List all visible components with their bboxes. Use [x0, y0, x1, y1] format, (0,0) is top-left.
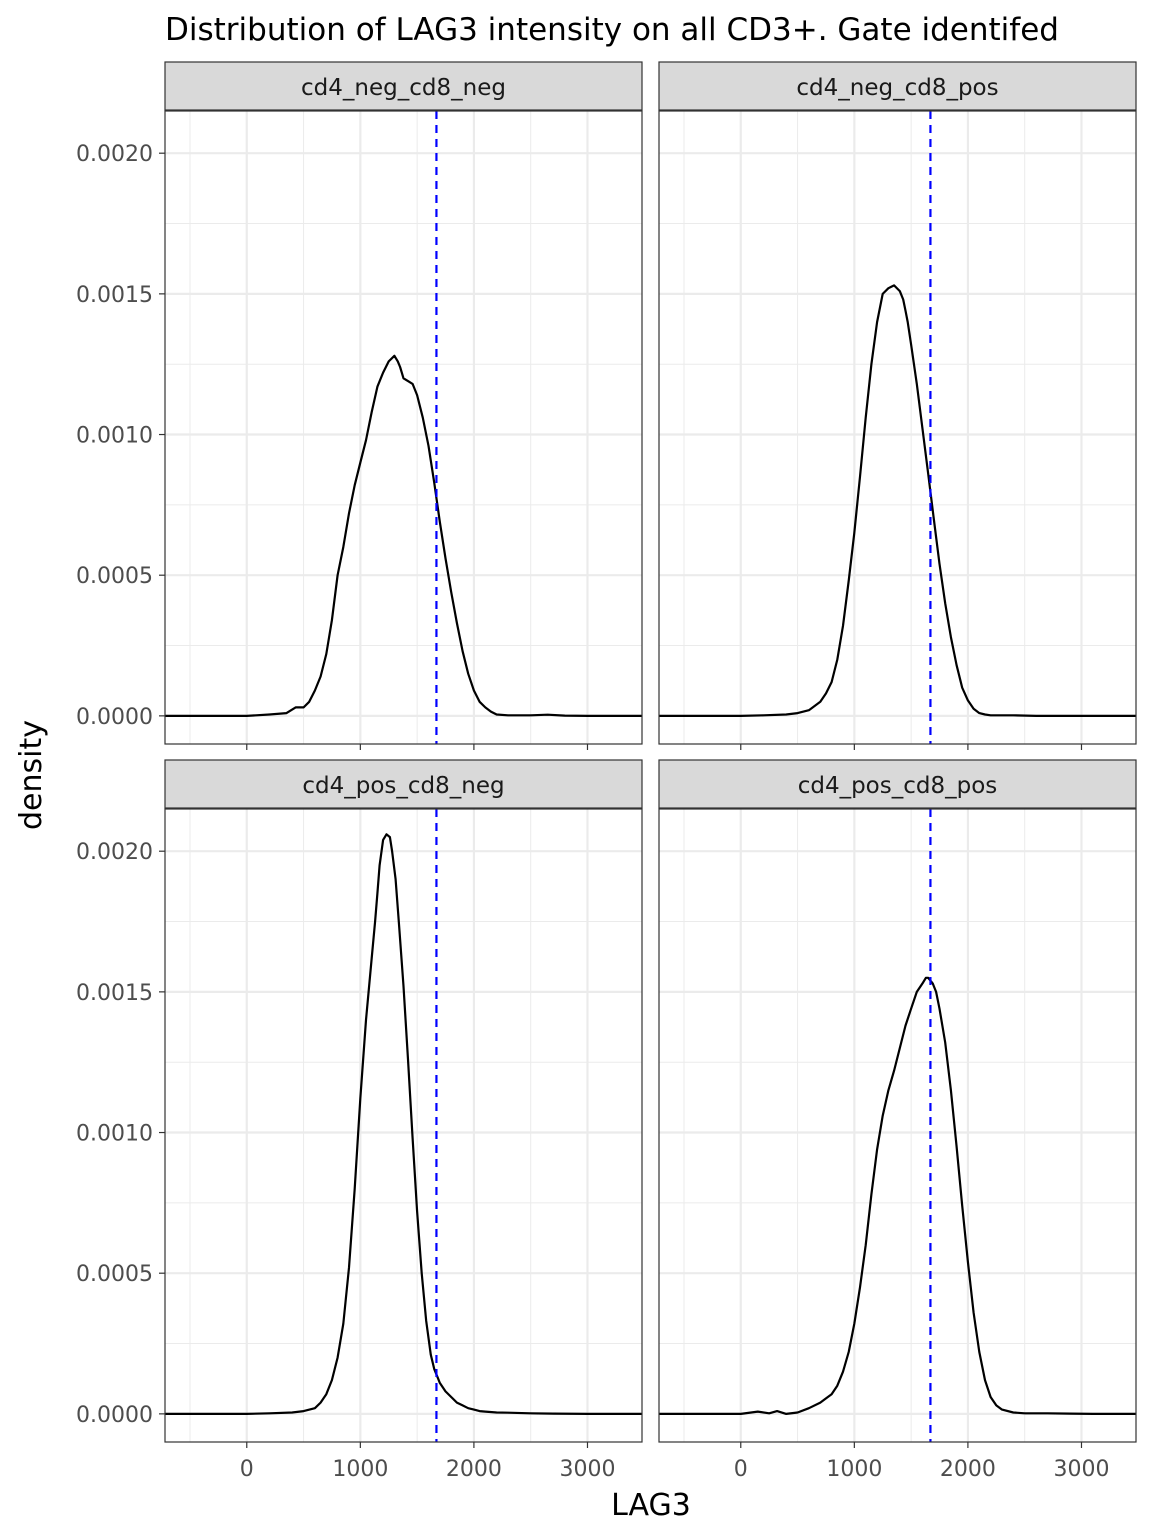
panel-background	[659, 809, 1136, 1442]
x-tick-label: 1000	[332, 1457, 388, 1482]
density-curve-cd4_neg_cd8_pos	[659, 284, 1136, 718]
x-tick-label: 2000	[446, 1457, 502, 1482]
panel-border	[658, 110, 1137, 745]
x-tick-label: 3000	[1053, 1457, 1109, 1482]
x-tick-label: 0	[240, 1457, 254, 1482]
facet-strip-label: cd4_pos_cd8_neg	[302, 773, 504, 799]
x-tick-label: 1000	[826, 1457, 882, 1482]
y-axis-title: density	[14, 720, 49, 830]
facet-strip-label: cd4_neg_cd8_neg	[301, 75, 506, 101]
facet-strip-label: cd4_pos_cd8_pos	[798, 773, 998, 799]
y-tick-label: 0.0010	[76, 1122, 153, 1147]
panel-background	[165, 111, 642, 744]
panel-border	[164, 808, 643, 1443]
panel-border	[164, 110, 643, 745]
y-tick-label: 0.0005	[76, 1262, 153, 1287]
panel-background	[165, 809, 642, 1442]
y-tick-label: 0.0010	[76, 424, 153, 449]
panel-background	[659, 111, 1136, 744]
facet-strip	[658, 759, 1137, 809]
y-tick-label: 0.0000	[76, 705, 153, 730]
facet-panel-cd4_pos_cd8_neg: cd4_pos_cd8_neg 0.0000 0.0005 0.0010 0.0015 0…	[76, 759, 643, 1482]
density-curve-cd4_neg_cd8_neg	[165, 354, 642, 718]
y-tick-label: 0.0020	[76, 142, 153, 167]
x-tick-label: 3000	[559, 1457, 615, 1482]
facet-panel-cd4_pos_cd8_pos: cd4_pos_cd8_pos 0 1000 2000 3000	[658, 759, 1137, 1482]
facet-panel-cd4_neg_cd8_pos: cd4_neg_cd8_pos	[658, 61, 1137, 750]
density-curve-cd4_pos_cd8_pos	[659, 976, 1136, 1416]
facet-panel-cd4_neg_cd8_neg: cd4_neg_cd8_neg 0.0000 0.0005 0.0010 0.0015 0…	[76, 61, 643, 750]
y-tick-label: 0.0015	[76, 283, 153, 308]
y-tick-label: 0.0020	[76, 840, 153, 865]
x-tick-label: 2000	[940, 1457, 996, 1482]
y-tick-label: 0.0005	[76, 564, 153, 589]
panel-border	[658, 808, 1137, 1443]
facet-strip	[164, 61, 643, 111]
x-tick-label: 0	[734, 1457, 748, 1482]
y-tick-label: 0.0000	[76, 1403, 153, 1428]
facet-strip-label: cd4_neg_cd8_pos	[796, 75, 998, 101]
x-axis-title: LAG3	[611, 1488, 691, 1523]
density-curve-cd4_pos_cd8_neg	[165, 833, 642, 1416]
facet-strip	[658, 61, 1137, 111]
facet-strip	[164, 759, 643, 809]
y-tick-label: 0.0015	[76, 981, 153, 1006]
chart-title: Distribution of LAG3 intensity on all CD…	[165, 12, 1059, 48]
